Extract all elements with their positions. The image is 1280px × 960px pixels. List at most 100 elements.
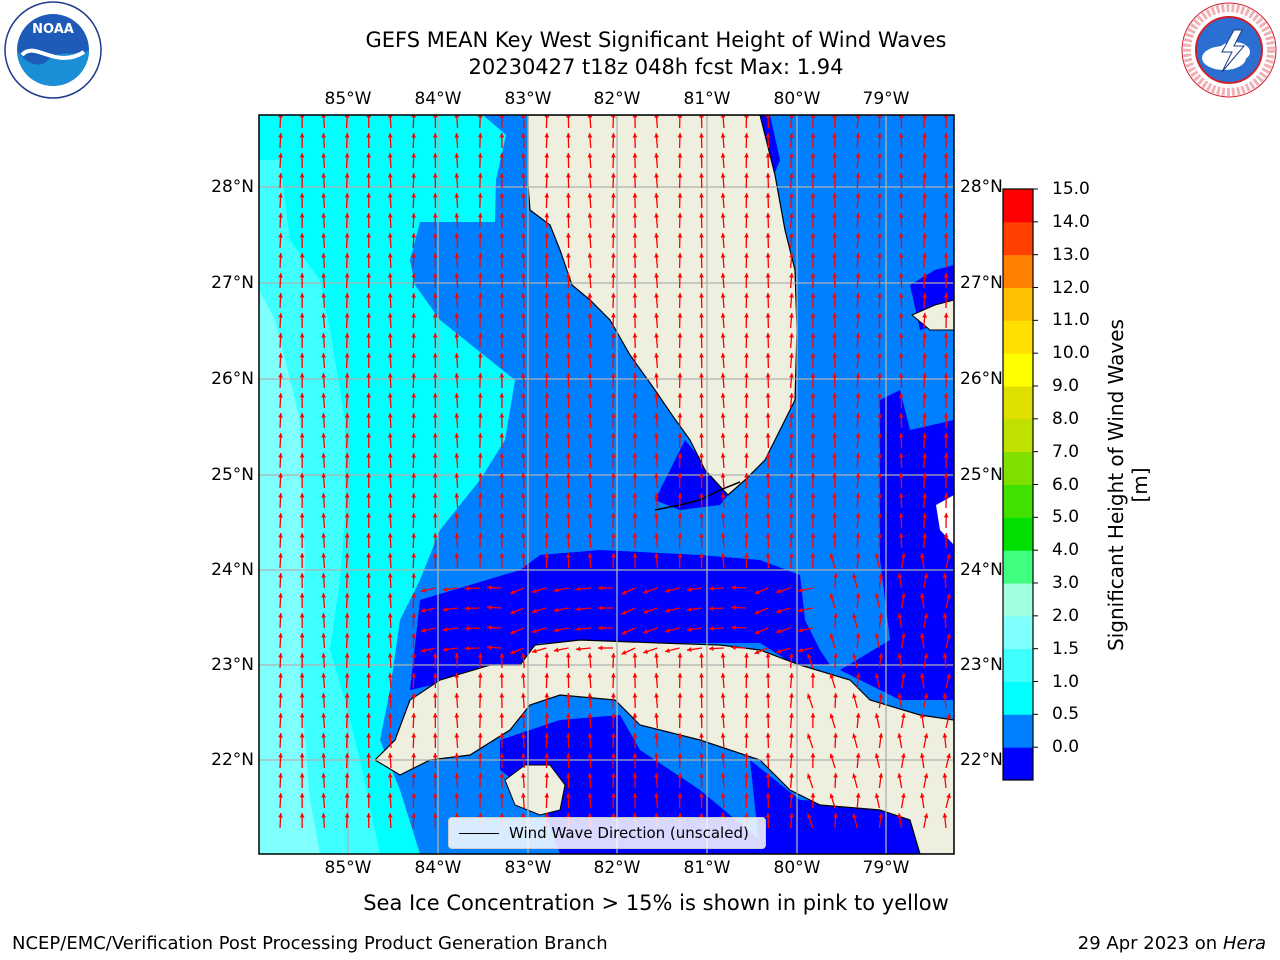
wave-direction-arrowhead	[544, 793, 550, 798]
wave-direction-arrowhead	[943, 293, 949, 298]
wave-direction-arrowhead	[789, 493, 794, 498]
wave-direction-arrowhead	[610, 753, 616, 758]
wave-direction-arrowhead	[278, 553, 283, 558]
wave-direction-arrowhead	[321, 593, 327, 598]
wave-direction-arrowhead	[677, 453, 683, 458]
wave-direction-arrowhead	[432, 273, 438, 278]
wave-direction-arrowhead	[477, 513, 483, 518]
wave-direction-arrowhead	[877, 153, 883, 158]
wave-direction-arrowhead	[587, 453, 593, 458]
wave-direction-arrowhead	[477, 433, 483, 438]
wave-direction-arrowhead	[833, 733, 838, 738]
wave-direction-arrowhead	[654, 333, 659, 338]
wave-direction-arrowhead	[922, 173, 928, 178]
colorbar-tick-label: 1.0	[1052, 671, 1080, 692]
wave-direction-arrowhead	[411, 313, 417, 318]
wave-direction-arrowhead	[587, 173, 593, 178]
wave-direction-arrowhead	[665, 628, 670, 633]
wave-direction-arrowhead	[610, 473, 616, 478]
wave-direction-arrowhead	[477, 673, 483, 678]
wave-direction-arrowhead	[387, 713, 393, 718]
wave-direction-arrowhead	[610, 133, 616, 138]
wave-direction-arrowhead	[709, 586, 714, 591]
lat-label-left: 26°N	[211, 369, 254, 389]
wave-direction-arrowhead	[744, 133, 749, 138]
wave-direction-arrowhead	[765, 233, 771, 238]
wave-direction-arrowhead	[565, 473, 571, 478]
wave-direction-arrowhead	[720, 653, 726, 658]
wave-direction-arrowhead	[946, 593, 951, 599]
wave-direction-arrowhead	[810, 533, 816, 538]
wave-direction-arrowhead	[477, 333, 483, 338]
wave-direction-arrowhead	[765, 693, 771, 698]
wave-direction-arrowhead	[901, 753, 906, 758]
wave-direction-arrowhead	[855, 453, 861, 458]
wave-direction-arrowhead	[565, 713, 571, 718]
colorbar-swatch	[1003, 615, 1033, 650]
wave-direction-arrowhead	[454, 353, 460, 358]
wave-direction-arrowhead	[699, 653, 704, 658]
wave-direction-arrowhead	[587, 733, 593, 738]
wave-direction-arrowhead	[278, 493, 283, 498]
wave-direction-arrowhead	[776, 628, 782, 634]
wave-direction-arrowhead	[877, 273, 883, 278]
wave-direction-arrowhead	[677, 173, 683, 178]
wave-direction-arrowhead	[587, 193, 593, 198]
wave-direction-arrowhead	[299, 233, 305, 238]
wave-direction-arrowhead	[510, 589, 516, 595]
wave-direction-arrowhead	[943, 233, 949, 238]
wave-direction-arrowhead	[922, 273, 928, 278]
wave-direction-arrowhead	[943, 453, 949, 458]
wave-direction-arrowhead	[610, 393, 616, 398]
wave-direction-arrowhead	[632, 753, 638, 758]
wave-direction-arrowhead	[477, 273, 483, 278]
wave-direction-arrowhead	[321, 193, 327, 198]
wave-direction-arrowhead	[454, 773, 460, 778]
wave-direction-arrowhead	[499, 273, 505, 278]
wave-direction-arrowhead	[565, 193, 571, 198]
wave-direction-arrowhead	[544, 153, 550, 158]
wave-direction-arrowhead	[610, 713, 616, 718]
wave-direction-arrowhead	[442, 647, 448, 652]
wave-direction-arrowhead	[765, 713, 771, 718]
wave-direction-arrowhead	[720, 533, 726, 538]
wave-direction-arrowhead	[632, 513, 638, 518]
wave-direction-arrowhead	[520, 353, 526, 358]
wave-direction-arrowhead	[654, 793, 659, 798]
wave-direction-arrowhead	[477, 173, 483, 178]
wave-direction-arrowhead	[344, 173, 350, 178]
wave-direction-arrowhead	[677, 793, 683, 798]
wave-direction-arrowhead	[454, 553, 460, 558]
colorbar-swatch	[1003, 550, 1033, 584]
wave-direction-arrowhead	[807, 653, 812, 659]
wave-direction-arrowhead	[810, 513, 816, 518]
wave-direction-arrowhead	[765, 653, 771, 658]
wave-direction-arrowhead	[686, 627, 692, 632]
wave-direction-arrowhead	[344, 393, 350, 398]
wave-direction-arrowhead	[387, 573, 393, 578]
wave-direction-arrowhead	[677, 273, 683, 278]
wave-direction-arrowhead	[565, 253, 571, 258]
wave-direction-arrowhead	[789, 173, 794, 178]
wave-direction-arrowhead	[610, 433, 616, 438]
wave-direction-arrowhead	[943, 273, 949, 278]
wave-direction-arrowhead	[442, 627, 448, 632]
lon-label-top: 79°W	[862, 89, 910, 109]
wave-direction-arrowhead	[299, 533, 305, 538]
wave-direction-arrowhead	[366, 733, 372, 738]
wave-direction-arrowhead	[411, 533, 417, 538]
wave-direction-arrowhead	[720, 693, 726, 698]
wave-direction-arrowhead	[810, 713, 816, 718]
wave-direction-arrowhead	[411, 293, 417, 298]
wave-direction-arrowhead	[810, 193, 816, 198]
wave-direction-arrowhead	[807, 733, 812, 739]
wave-direction-arrowhead	[610, 813, 616, 818]
wave-direction-arrowhead	[789, 793, 794, 798]
wave-direction-arrowhead	[544, 453, 550, 458]
colorbar-tick-label: 11.0	[1052, 310, 1090, 331]
wave-direction-arrowhead	[510, 609, 516, 615]
wave-direction-arrowhead	[654, 753, 659, 758]
wave-direction-arrowhead	[565, 653, 571, 658]
wave-direction-arrowhead	[699, 193, 704, 198]
wave-direction-arrowhead	[744, 393, 749, 398]
